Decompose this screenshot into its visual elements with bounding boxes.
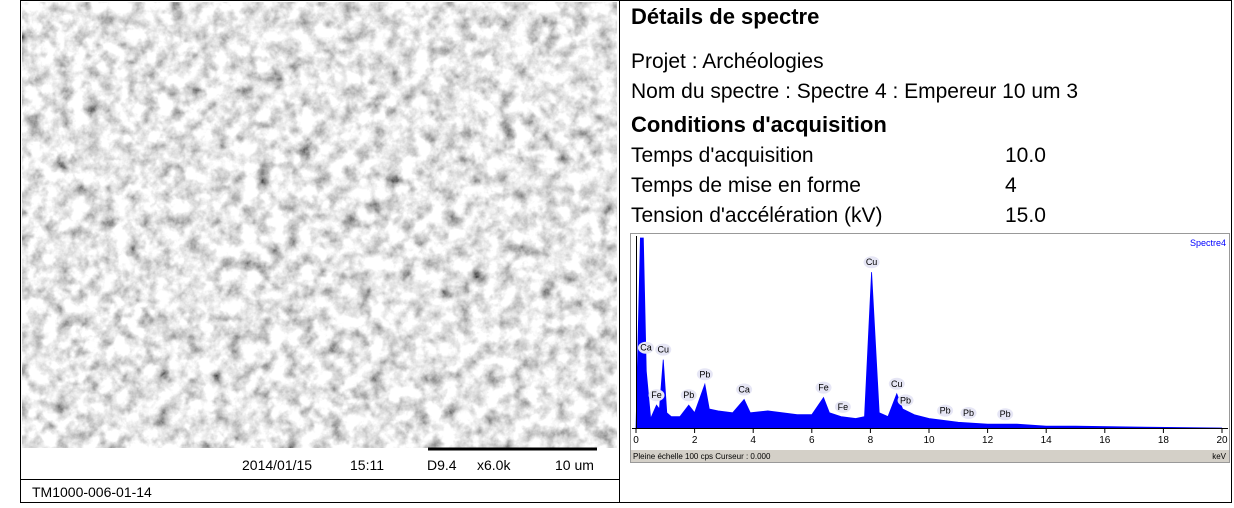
- peak-label: Cu: [866, 257, 878, 267]
- conditions-title: Conditions d'acquisition: [631, 112, 887, 137]
- x-tick-label: 2: [692, 435, 698, 446]
- sample-id: TM1000-006-01-14: [32, 484, 152, 500]
- peak-label: Pb: [940, 406, 951, 416]
- peak-label: Ca: [640, 343, 652, 353]
- status-bar: [631, 450, 1229, 462]
- peak-marker: [736, 383, 753, 396]
- peak-label: Pb: [699, 369, 710, 379]
- condition-value: 4: [1005, 174, 1017, 197]
- peak-label: Fe: [651, 390, 662, 400]
- peak-marker: [696, 368, 713, 381]
- legend-label: Spectre4: [1190, 238, 1226, 248]
- peak-label: Pb: [900, 395, 911, 405]
- peak-marker: [997, 408, 1014, 421]
- x-tick-label: 12: [982, 435, 994, 446]
- peak-label: Ca: [738, 385, 750, 395]
- peak-marker: [648, 389, 665, 402]
- project: Projet : Archéologies: [631, 50, 824, 73]
- peak-marker: [960, 406, 977, 419]
- x-tick-label: 18: [1158, 435, 1170, 446]
- condition-value: 10.0: [1005, 144, 1046, 167]
- image-date: 2014/01/15: [242, 457, 312, 473]
- peak-label: Pb: [683, 390, 694, 400]
- x-tick-label: 8: [868, 435, 874, 446]
- condition-label: Temps de mise en forme: [631, 174, 861, 197]
- condition-label: Temps d'acquisition: [631, 144, 814, 167]
- condition-value: 15.0: [1005, 204, 1046, 227]
- x-tick-label: 20: [1216, 435, 1228, 446]
- x-unit: keV: [1212, 452, 1226, 461]
- peak-label: Cu: [657, 345, 669, 355]
- peak-marker: [937, 404, 954, 417]
- x-tick-label: 10: [923, 435, 935, 446]
- sem-image: [22, 2, 617, 448]
- peak-marker: [888, 377, 905, 390]
- peak-marker: [815, 381, 832, 394]
- peak-label: Pb: [963, 408, 974, 418]
- details-title: Détails de spectre: [631, 4, 819, 29]
- x-tick-label: 16: [1099, 435, 1111, 446]
- peak-marker: [655, 343, 672, 356]
- conditions: Temps d'acquisition 10.0 Temps de mise en …: [631, 144, 1046, 227]
- peak-label: Pb: [1000, 409, 1011, 419]
- peak-marker: [897, 394, 914, 407]
- x-tick-label: 4: [750, 435, 756, 446]
- peak-label: Fe: [818, 383, 829, 393]
- working-distance: D9.4: [427, 457, 457, 473]
- peak-label: Fe: [838, 402, 849, 412]
- magnification: x6.0k: [477, 457, 511, 473]
- x-tick-label: 0: [633, 435, 639, 446]
- peak-marker: [834, 400, 851, 413]
- peak-marker: [863, 256, 880, 269]
- peak-marker: [680, 389, 697, 402]
- peak-label: Cu: [891, 379, 903, 389]
- peak-marker: [637, 341, 654, 354]
- spectrum-name: Nom du spectre : Spectre 4 : Empereur 10…: [631, 80, 1078, 103]
- spectrum: Spectre4 0 2 4 6 8 10 12 14 16 18 20 Ca Fe Cu Pb Pb Ca Fe F…: [632, 236, 1228, 461]
- condition-label: Tension d'accélération (kV): [631, 204, 882, 227]
- scale-label: 10 um: [555, 457, 594, 473]
- x-tick-label: 6: [809, 435, 815, 446]
- spectrum-area: [635, 237, 1223, 429]
- status-text: Pleine échelle 100 cps Curseur : 0.000: [633, 452, 771, 461]
- image-time: 15:11: [350, 457, 384, 473]
- x-tick-label: 14: [1041, 435, 1053, 446]
